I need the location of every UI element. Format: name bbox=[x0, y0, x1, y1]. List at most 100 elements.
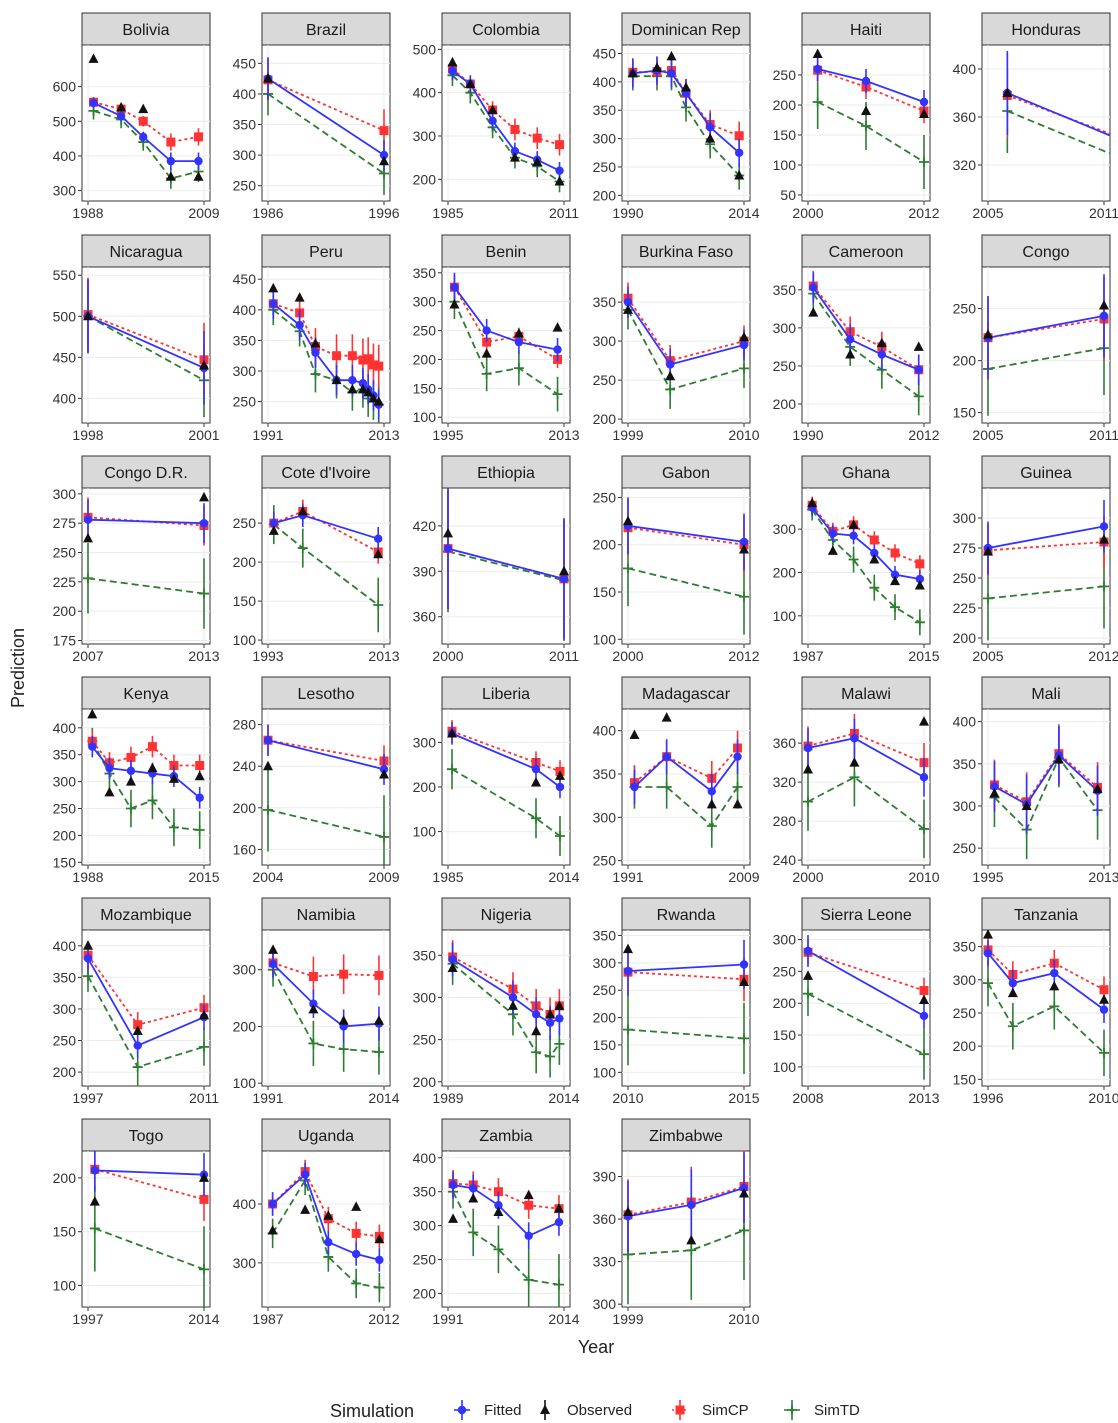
data-point bbox=[739, 1188, 749, 1198]
series-fitted bbox=[813, 57, 929, 114]
series-line bbox=[267, 77, 385, 156]
data-point bbox=[623, 304, 633, 314]
data-point bbox=[373, 1046, 384, 1057]
y-tick-label: 275 bbox=[953, 540, 977, 556]
panel-madagascar: Madagascar 250 300 350 400 1991 2009 bbox=[593, 676, 760, 885]
x-tick-label: 1985 bbox=[432, 205, 463, 221]
panel-title: Ghana bbox=[842, 465, 890, 482]
series-simtd bbox=[263, 768, 389, 865]
y-tick-label: 350 bbox=[593, 102, 617, 118]
data-point bbox=[447, 728, 457, 738]
y-tick-label: 600 bbox=[53, 79, 77, 95]
series-observed bbox=[263, 73, 389, 166]
panel-title: Togo bbox=[129, 1128, 164, 1145]
data-point bbox=[263, 736, 273, 745]
panel-zambia: Zambia 200 250 300 350 400 1991 2014 bbox=[413, 1118, 580, 1327]
x-tick-label: 2014 bbox=[188, 1311, 219, 1327]
panel-malawi: Malawi 240 280 320 360 2000 2010 bbox=[773, 676, 940, 885]
data-point bbox=[374, 1282, 385, 1293]
data-point bbox=[739, 1033, 749, 1044]
series-observed bbox=[268, 944, 384, 1025]
data-point bbox=[308, 1038, 319, 1049]
data-point bbox=[116, 111, 126, 121]
y-tick-label: 200 bbox=[953, 1038, 977, 1054]
y-tick-label: 250 bbox=[233, 178, 257, 194]
data-point bbox=[373, 600, 384, 610]
y-tick-label: 200 bbox=[233, 554, 257, 570]
panel-sierra-leone: Sierra Leone 100 150 200 250 300 2008 2013 bbox=[773, 897, 940, 1106]
data-point bbox=[915, 559, 925, 569]
y-tick-label: 300 bbox=[413, 128, 437, 144]
legend-item-observed: Observed bbox=[540, 1400, 632, 1420]
x-tick-label: 1991 bbox=[612, 869, 643, 885]
series-line bbox=[94, 1169, 205, 1176]
panel-strip bbox=[441, 1118, 571, 1152]
data-point bbox=[513, 327, 524, 338]
panel-lesotho: Lesotho 160 200 240 280 2004 2009 bbox=[233, 676, 400, 885]
legend-label: Fitted bbox=[484, 1402, 522, 1419]
panel-frame bbox=[981, 487, 1111, 645]
data-point bbox=[555, 1014, 564, 1023]
series-line bbox=[87, 315, 205, 369]
x-tick-label: 2005 bbox=[972, 205, 1003, 221]
panel-title: Colombia bbox=[472, 22, 540, 39]
y-tick-label: 500 bbox=[53, 308, 77, 324]
data-point bbox=[705, 123, 715, 132]
y-tick-label: 350 bbox=[953, 939, 977, 955]
series-line bbox=[627, 524, 745, 543]
series-line bbox=[272, 963, 380, 1028]
y-tick-label: 350 bbox=[233, 332, 257, 348]
y-tick-label: 200 bbox=[233, 800, 257, 816]
series-line bbox=[91, 740, 200, 767]
y-tick-label: 420 bbox=[413, 518, 437, 534]
y-tick-label: 300 bbox=[593, 1296, 617, 1312]
data-point bbox=[1099, 985, 1109, 995]
series-simtd bbox=[983, 959, 1109, 1077]
data-point bbox=[509, 152, 520, 162]
x-tick-label: 2014 bbox=[368, 1090, 399, 1106]
series-line bbox=[987, 541, 1105, 552]
y-tick-label: 280 bbox=[773, 813, 797, 829]
y-tick-label: 300 bbox=[953, 972, 977, 988]
data-point bbox=[623, 1024, 633, 1035]
data-point bbox=[681, 82, 691, 92]
panel-title: Congo bbox=[1022, 244, 1069, 261]
data-point bbox=[168, 773, 179, 783]
series-observed bbox=[268, 282, 384, 406]
panel-mozambique: Mozambique 200 250 300 350 400 1997 2011 bbox=[53, 897, 219, 1106]
panel-guinea: Guinea 200 225 250 275 300 2005 2012 bbox=[953, 455, 1118, 664]
data-point bbox=[661, 782, 672, 792]
y-tick-label: 300 bbox=[413, 1218, 437, 1234]
y-tick-label: 500 bbox=[53, 113, 77, 129]
data-point bbox=[861, 121, 871, 131]
series-line bbox=[453, 286, 559, 361]
series-fitted bbox=[443, 488, 569, 640]
x-tick-label: 1988 bbox=[72, 205, 103, 221]
panel-strip bbox=[261, 676, 391, 710]
data-point bbox=[531, 1010, 541, 1019]
y-tick-label: 240 bbox=[773, 852, 797, 868]
y-tick-label: 400 bbox=[53, 390, 77, 406]
data-point bbox=[919, 1011, 929, 1021]
data-point bbox=[332, 351, 342, 361]
data-point bbox=[347, 351, 357, 361]
y-tick-label: 275 bbox=[53, 515, 77, 531]
y-tick-label: 400 bbox=[593, 74, 617, 90]
panel-strip bbox=[441, 455, 571, 489]
data-point bbox=[661, 712, 672, 722]
data-point bbox=[348, 375, 357, 385]
x-tick-label: 2012 bbox=[728, 648, 759, 664]
series-observed bbox=[808, 307, 924, 359]
data-point bbox=[707, 787, 716, 796]
y-tick-label: 300 bbox=[593, 131, 617, 147]
panel-frame bbox=[261, 929, 391, 1087]
series-observed bbox=[1002, 87, 1013, 97]
series-line bbox=[807, 951, 925, 992]
y-tick-label: 250 bbox=[233, 515, 257, 531]
data-point bbox=[89, 1196, 100, 1206]
data-point bbox=[705, 133, 716, 143]
data-point bbox=[532, 156, 543, 166]
x-tick-label: 2015 bbox=[908, 648, 939, 664]
series-line bbox=[1006, 110, 1110, 155]
data-point bbox=[83, 515, 93, 524]
